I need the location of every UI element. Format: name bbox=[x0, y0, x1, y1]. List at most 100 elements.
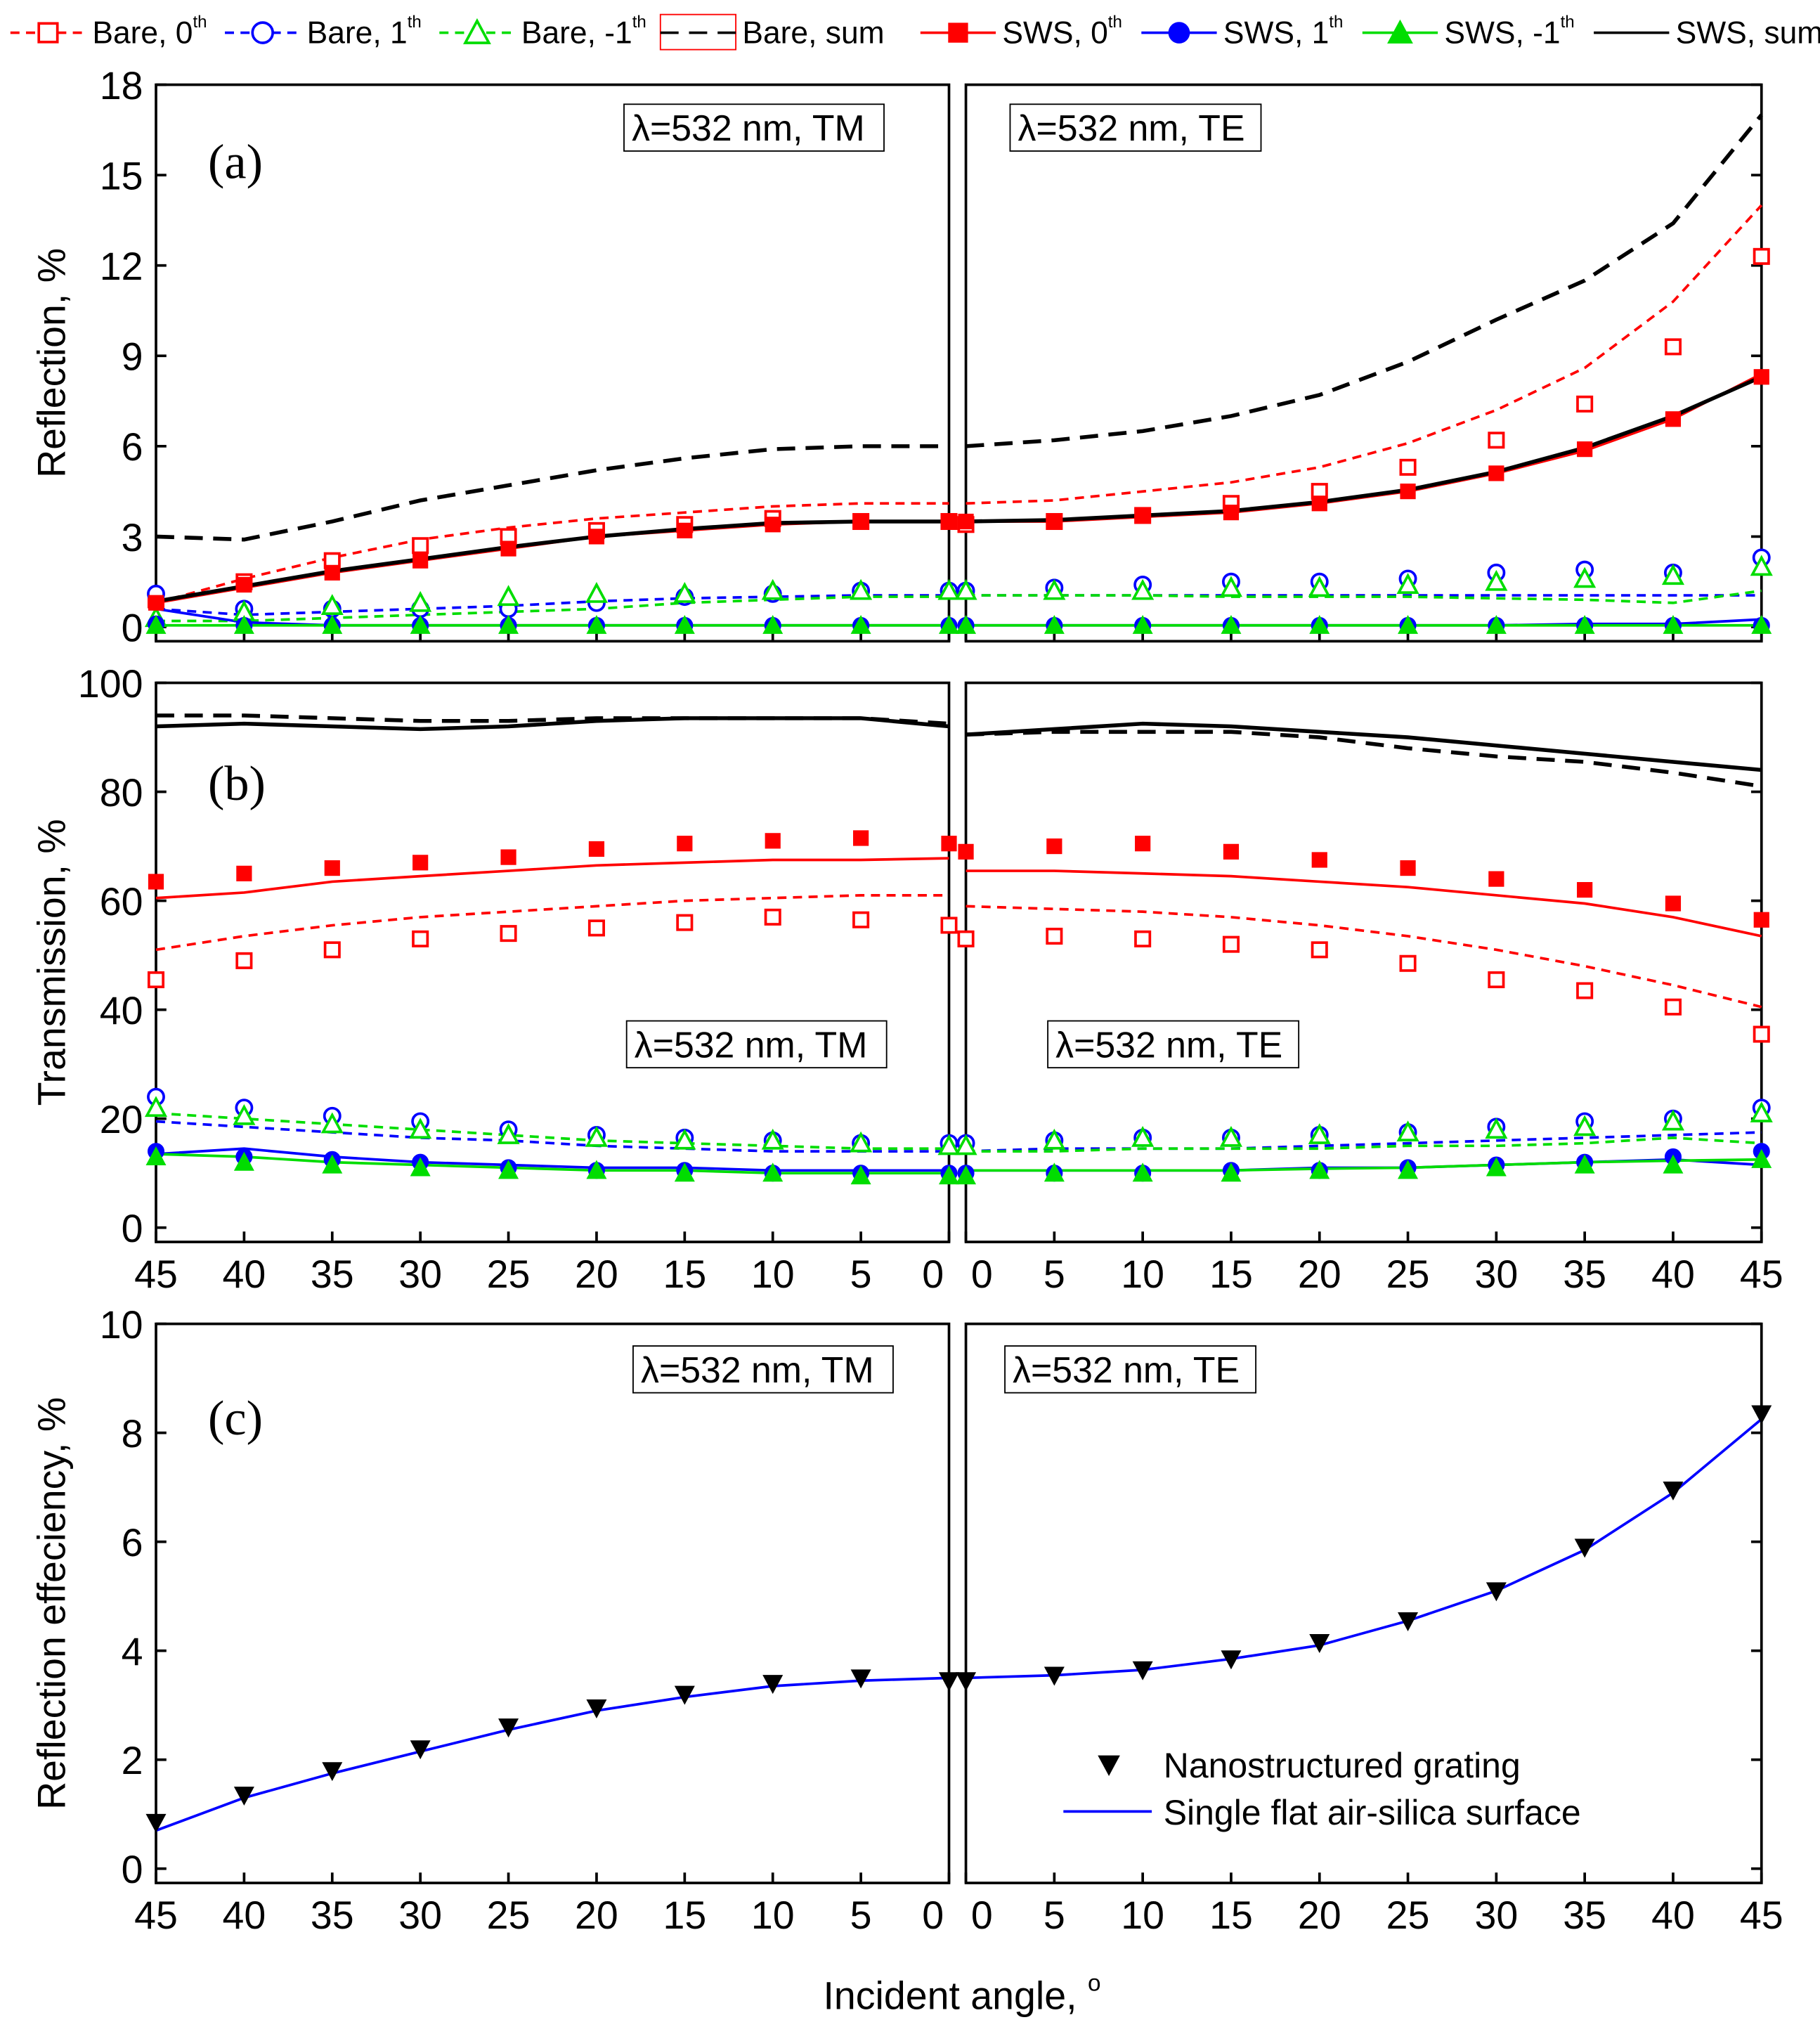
data-point-sws0 bbox=[500, 849, 516, 865]
data-point-bare0 bbox=[235, 952, 253, 969]
annotation-label: λ=532 nm, TM bbox=[641, 1349, 874, 1390]
x-tick-label: 25 bbox=[1386, 1252, 1430, 1296]
data-point-sws0 bbox=[1400, 860, 1416, 876]
data-point-barem1 bbox=[1573, 1115, 1597, 1136]
data-point-sws0 bbox=[1577, 882, 1593, 898]
data-point-sws0 bbox=[677, 836, 693, 852]
y-tick-label: 0 bbox=[122, 1848, 143, 1891]
x-tick-label: 15 bbox=[663, 1252, 706, 1296]
series-line-swssum bbox=[155, 519, 949, 604]
data-point-sws0 bbox=[324, 860, 340, 876]
data-point-swsm1 bbox=[1221, 1162, 1242, 1182]
series-line-sws0 bbox=[155, 857, 949, 900]
x-tick-label: 0 bbox=[971, 1252, 993, 1296]
data-point-bare0 bbox=[1576, 395, 1594, 413]
plot-frame bbox=[964, 1322, 1763, 1884]
data-point-barem1 bbox=[673, 582, 696, 603]
x-tick-label: 20 bbox=[1298, 1893, 1341, 1937]
data-point-sws0 bbox=[412, 855, 429, 871]
data-point-bare0 bbox=[940, 916, 958, 934]
legend-item-bare0: Bare, 0th bbox=[10, 13, 207, 50]
subplot-tm: 45 40 35 30 25 20 15 10 5 0 0 2 4 6 8 10 λ=532 nm, TM bbox=[100, 1303, 959, 1937]
x-tick-label: 20 bbox=[575, 1893, 618, 1937]
x-tick-label: 10 bbox=[751, 1893, 795, 1937]
data-point-barem1 bbox=[144, 1096, 168, 1118]
data-point-barem1 bbox=[1043, 1128, 1066, 1150]
x-tick-label: 45 bbox=[1740, 1252, 1783, 1296]
data-point-sws0 bbox=[1665, 411, 1682, 427]
data-point-sws0 bbox=[1223, 505, 1240, 521]
subplot-tm: 45 40 35 30 25 20 15 10 5 0 0 20 40 60 80 100 λ=532 nm, … bbox=[78, 662, 961, 1296]
x-tick-label: 5 bbox=[1044, 1893, 1065, 1937]
y-tick-label: 3 bbox=[122, 516, 143, 559]
annotation-box bbox=[1009, 103, 1262, 152]
data-point-barem1 bbox=[409, 1118, 432, 1139]
legend-marker-triangle-icon bbox=[1387, 19, 1413, 44]
y-tick-label: 80 bbox=[100, 771, 143, 815]
data-point-grating bbox=[586, 1699, 607, 1718]
legend-item-bare1: Bare, 1th bbox=[225, 13, 422, 50]
data-point-grating bbox=[1751, 1405, 1772, 1425]
legend-label: Bare, -1th bbox=[521, 13, 646, 50]
data-point-sws0 bbox=[958, 513, 974, 530]
series-line-flat bbox=[966, 1418, 1762, 1680]
y-tick-label: 9 bbox=[122, 335, 143, 379]
x-tick-label: 10 bbox=[1121, 1893, 1164, 1937]
data-point-barem1 bbox=[850, 1131, 873, 1153]
series-line-baresum bbox=[155, 444, 949, 542]
data-point-sws0 bbox=[1046, 838, 1062, 855]
data-point-swsm1 bbox=[1221, 614, 1242, 634]
data-point-grating bbox=[1044, 1666, 1065, 1686]
data-point-barem1 bbox=[497, 1123, 520, 1144]
legend-item-sws0: SWS, 0th bbox=[920, 13, 1122, 50]
data-point-sws0 bbox=[853, 513, 869, 530]
data-point-barem1 bbox=[1396, 1120, 1419, 1141]
data-point-bare0 bbox=[1753, 1025, 1770, 1043]
legend-item-barem1: Bare, -1th bbox=[439, 13, 646, 50]
data-point-sws0 bbox=[1577, 441, 1593, 458]
series-line-sws1 bbox=[155, 1147, 949, 1172]
data-point-sws0 bbox=[1753, 369, 1769, 385]
x-tick-label: 45 bbox=[134, 1252, 178, 1296]
data-point-bare0 bbox=[147, 971, 165, 989]
series-line-barem1 bbox=[156, 595, 949, 623]
y-tick-label: 6 bbox=[122, 425, 143, 469]
data-point-sws0 bbox=[324, 564, 340, 581]
data-point-bare0 bbox=[1753, 247, 1770, 265]
data-point-sws0 bbox=[941, 513, 957, 530]
data-point-grating bbox=[1398, 1612, 1419, 1631]
x-tick-label: 40 bbox=[223, 1893, 266, 1937]
subplot-te: λ=532 nm, TE bbox=[954, 83, 1773, 643]
series-line-swssum bbox=[966, 375, 1762, 524]
data-point-barem1 bbox=[320, 1112, 344, 1134]
panel-label: (c) bbox=[208, 1391, 263, 1446]
data-point-bare0 bbox=[412, 537, 429, 555]
series-line-swssum bbox=[966, 721, 1762, 772]
data-point-bare0 bbox=[1311, 941, 1328, 959]
data-point-barem1 bbox=[1308, 1123, 1331, 1144]
y-tick-label: 0 bbox=[122, 606, 143, 649]
annotation-label: λ=532 nm, TE bbox=[1013, 1349, 1240, 1390]
data-point-sws0 bbox=[412, 552, 429, 569]
data-point-barem1 bbox=[1485, 569, 1508, 591]
x-tick-label: 30 bbox=[398, 1252, 442, 1296]
x-tick-label: 45 bbox=[134, 1893, 178, 1937]
subplot-tm: 0 3 6 9 12 15 18 λ=532 nm, TM bbox=[100, 64, 961, 649]
x-tick-label: 20 bbox=[575, 1252, 618, 1296]
data-point-swsm1 bbox=[233, 1151, 254, 1171]
data-point-barem1 bbox=[954, 1134, 977, 1155]
series-line-sws0 bbox=[966, 373, 1762, 523]
data-point-swsm1 bbox=[1751, 614, 1772, 634]
data-point-bare0 bbox=[1399, 954, 1417, 972]
subplot-te: 0 5 10 15 20 25 30 35 40 45 λ=532 nm, TE bbox=[954, 681, 1783, 1296]
data-point-swsm1 bbox=[1574, 1154, 1595, 1174]
legend-label: SWS, -1th bbox=[1444, 13, 1574, 50]
panel-label: (a) bbox=[208, 135, 263, 190]
annotation-box bbox=[1047, 1020, 1300, 1069]
data-point-sws0 bbox=[588, 529, 605, 545]
data-point-sws0 bbox=[1311, 495, 1327, 512]
y-tick-label: 20 bbox=[100, 1098, 143, 1141]
data-point-sws0 bbox=[500, 540, 516, 557]
